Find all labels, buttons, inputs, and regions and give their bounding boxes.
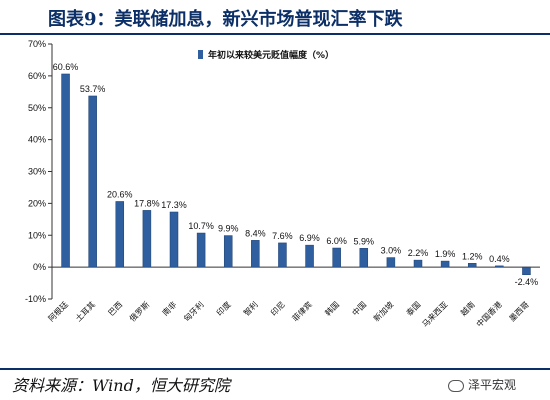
data-label: 6.0% — [326, 236, 347, 246]
bar — [522, 266, 531, 276]
y-tick-label: 50% — [28, 103, 46, 113]
x-tick-label: 巴西 — [107, 300, 125, 318]
data-label: 0.4% — [489, 254, 510, 264]
bar — [169, 211, 179, 268]
x-tick-label: 印度 — [214, 299, 232, 317]
bar — [495, 265, 504, 268]
x-tick-label: 土耳其 — [73, 299, 97, 323]
bar — [332, 247, 341, 268]
data-label: 7.6% — [272, 231, 293, 241]
bar — [61, 73, 70, 268]
data-label: 17.3% — [161, 200, 187, 210]
wechat-icon — [448, 379, 464, 392]
x-tick-label: 南非 — [160, 299, 178, 317]
bar-chart: -10% 0% 10% 20% 30% 40% 50% 60% 70% 年初以来较美元贬值幅度（%… — [25, 39, 540, 329]
legend-label: 年初以来较美元贬值幅度（%） — [208, 49, 334, 61]
bar — [386, 257, 396, 268]
x-tick-label: 匈牙利 — [181, 299, 205, 323]
watermark-text: 泽平宏观 — [468, 378, 517, 392]
legend-swatch — [198, 50, 203, 59]
y-tick-label: 10% — [28, 230, 46, 240]
data-label: 9.9% — [218, 224, 239, 234]
data-label: 6.9% — [299, 233, 320, 243]
data-label: 60.6% — [53, 62, 79, 72]
x-tick-label: 韩国 — [323, 299, 341, 317]
data-label: 17.8% — [134, 198, 160, 208]
x-tick-label: 墨西哥 — [508, 300, 531, 323]
bar — [115, 201, 125, 268]
bar — [88, 95, 97, 268]
data-label: 53.7% — [80, 84, 106, 94]
data-label: 8.4% — [245, 228, 266, 238]
x-tick-label: 中国香港 — [474, 299, 504, 329]
bar — [413, 259, 423, 268]
x-tick-label: 俄罗斯 — [127, 299, 151, 323]
bar — [278, 242, 287, 268]
page-title: 图表9：美联储加息，新兴市场普现汇率下跌 — [48, 9, 403, 30]
x-tick-label: 马来西亚 — [421, 300, 450, 329]
bar — [223, 235, 233, 268]
data-label: 2.2% — [408, 248, 429, 258]
title-divider — [0, 33, 550, 35]
data-label: 20.6% — [107, 189, 133, 199]
x-tick-label: 泰国 — [404, 299, 422, 317]
bar — [440, 260, 450, 268]
y-tick-label: 60% — [28, 71, 46, 81]
x-tick-label: 智利 — [241, 299, 259, 317]
title-bar: 图表9：美联储加息，新兴市场普现汇率下跌 — [0, 0, 550, 30]
y-tick-label: 30% — [28, 167, 46, 177]
y-tick-label: 70% — [28, 39, 46, 49]
footer-divider — [0, 368, 550, 370]
watermark: 泽平宏观 — [448, 376, 516, 393]
bar — [196, 232, 206, 268]
bar — [305, 244, 314, 268]
data-label: -2.4% — [515, 277, 539, 287]
data-label: 1.9% — [435, 249, 456, 259]
data-label: 10.7% — [188, 221, 214, 231]
y-tick-label: 40% — [28, 135, 46, 145]
bar — [467, 263, 477, 268]
bar — [359, 248, 369, 268]
y-tick-label: -10% — [25, 294, 46, 304]
x-tick-label: 中国 — [350, 299, 368, 317]
y-tick-label: 0% — [33, 262, 46, 272]
x-tick-label: 新加坡 — [371, 299, 395, 323]
bar — [142, 210, 152, 268]
x-tick-label: 越南 — [458, 299, 476, 317]
data-label: 1.2% — [462, 251, 483, 261]
source-note: 资料来源：Wind，恒大研究院 — [12, 376, 230, 395]
x-tick-label: 阿根廷 — [46, 299, 70, 323]
data-label: 5.9% — [354, 236, 375, 246]
x-tick-label: 菲律宾 — [290, 299, 314, 323]
x-tick-label: 印尼 — [269, 300, 287, 318]
y-tick-label: 20% — [28, 198, 46, 208]
bar — [251, 240, 260, 268]
data-label: 3.0% — [381, 246, 402, 256]
